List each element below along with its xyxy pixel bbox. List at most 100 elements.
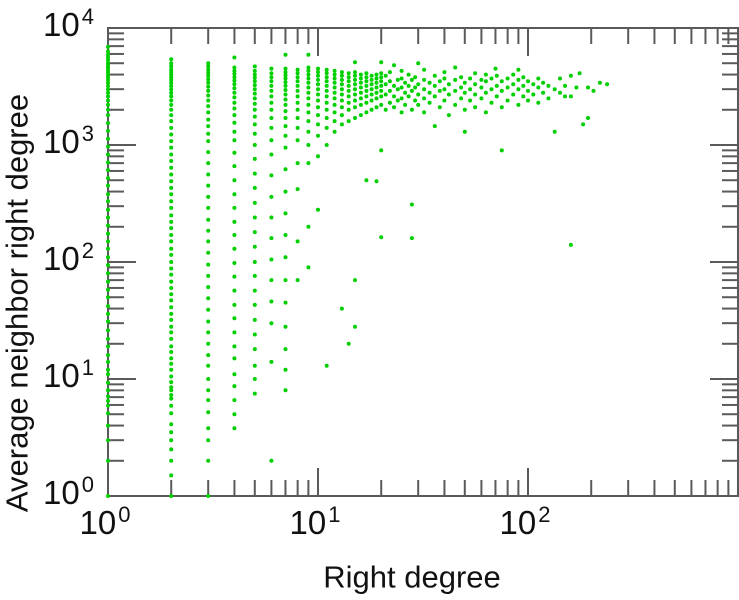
scatter-point: [306, 65, 311, 70]
scatter-point: [169, 403, 174, 408]
scatter-point: [374, 76, 379, 81]
scatter-point: [232, 261, 237, 265]
scatter-point: [206, 73, 211, 78]
scatter-point: [574, 85, 579, 90]
scatter-point: [106, 199, 110, 204]
scatter-point: [169, 311, 174, 316]
scatter-point: [536, 76, 541, 81]
scatter-point: [252, 244, 257, 249]
scatter-point: [106, 271, 110, 276]
scatter-point: [353, 105, 357, 110]
scatter-point: [232, 426, 237, 431]
scatter-point: [521, 75, 526, 80]
scatter-point: [169, 298, 174, 303]
scatter-point: [511, 72, 516, 77]
scatter-point: [269, 278, 274, 283]
scatter-point: [324, 107, 329, 112]
scatter-point: [413, 85, 418, 90]
scatter-point: [269, 66, 274, 71]
scatter-point: [269, 173, 274, 178]
scatter-point: [306, 76, 311, 81]
scatter-point: [106, 295, 110, 300]
scatter-point: [437, 88, 442, 93]
scatter-point: [169, 172, 174, 177]
scatter-point: [106, 336, 110, 341]
scatter-point: [169, 494, 174, 498]
scatter-point: [106, 83, 110, 88]
scatter-point: [169, 139, 174, 144]
scatter-point: [531, 82, 536, 87]
scatter-point: [364, 88, 369, 93]
scatter-point: [169, 422, 174, 427]
scatter-point: [283, 109, 288, 114]
scatter-point: [106, 344, 110, 349]
scatter-point: [295, 239, 300, 244]
scatter-point: [324, 143, 329, 147]
scatter-point: [516, 102, 521, 107]
scatter-point: [106, 231, 110, 236]
scatter-point: [283, 347, 288, 352]
scatter-point: [252, 260, 257, 264]
scatter-point: [432, 124, 437, 129]
scatter-point: [353, 82, 357, 87]
scatter-point: [473, 105, 478, 110]
scatter-point: [232, 86, 237, 91]
scatter-point: [306, 90, 311, 95]
scatter-point: [536, 100, 541, 105]
scatter-point: [106, 215, 110, 220]
scatter-point: [422, 87, 427, 92]
scatter-point: [432, 94, 437, 99]
scatter-point: [332, 96, 337, 101]
scatter-point: [232, 82, 237, 87]
scatter-point: [169, 438, 174, 443]
scatter-point: [232, 55, 237, 60]
scatter-point: [346, 107, 351, 112]
scatter-point: [358, 113, 363, 118]
scatter-point: [106, 90, 110, 95]
scatter-point: [379, 79, 384, 84]
scatter-point: [269, 321, 274, 326]
scatter-point: [206, 388, 211, 393]
scatter-point: [399, 110, 404, 115]
scatter-point: [546, 96, 551, 101]
scatter-point: [106, 279, 110, 284]
scatter-point: [379, 148, 384, 153]
scatter-point: [269, 194, 274, 199]
scatter-point: [339, 306, 344, 311]
scatter-point: [383, 107, 388, 112]
scatter-point: [206, 84, 211, 89]
scatter-point: [106, 136, 110, 141]
scatter-point: [364, 178, 369, 183]
scatter-point: [324, 75, 329, 80]
scatter-point: [295, 79, 300, 84]
scatter-point: [169, 199, 174, 204]
scatter-point: [346, 79, 351, 84]
scatter-point: [206, 239, 211, 244]
scatter-point: [206, 296, 211, 301]
scatter-point: [526, 79, 530, 84]
scatter-point: [252, 230, 257, 235]
scatter-point: [169, 279, 174, 284]
scatter-point: [252, 131, 257, 136]
scatter-point: [422, 110, 427, 115]
scatter-point: [568, 94, 573, 99]
scatter-point: [269, 257, 274, 262]
scatter-point: [106, 144, 110, 149]
scatter-point: [269, 75, 274, 80]
scatter-point: [379, 60, 384, 65]
scatter-point: [374, 179, 379, 184]
scatter-point: [316, 133, 320, 138]
scatter-point: [364, 75, 369, 80]
scatter-point: [453, 77, 458, 82]
scatter-point: [406, 83, 411, 88]
scatter-point: [232, 178, 237, 183]
scatter-point: [232, 356, 237, 361]
scatter-point: [252, 87, 257, 92]
scatter-point: [364, 79, 369, 84]
scatter-point: [206, 307, 211, 312]
scatter-point: [252, 332, 257, 337]
scatter-point: [295, 138, 300, 143]
scatter-point: [106, 372, 110, 377]
scatter-point: [358, 96, 363, 101]
scatter-point: [531, 92, 536, 97]
